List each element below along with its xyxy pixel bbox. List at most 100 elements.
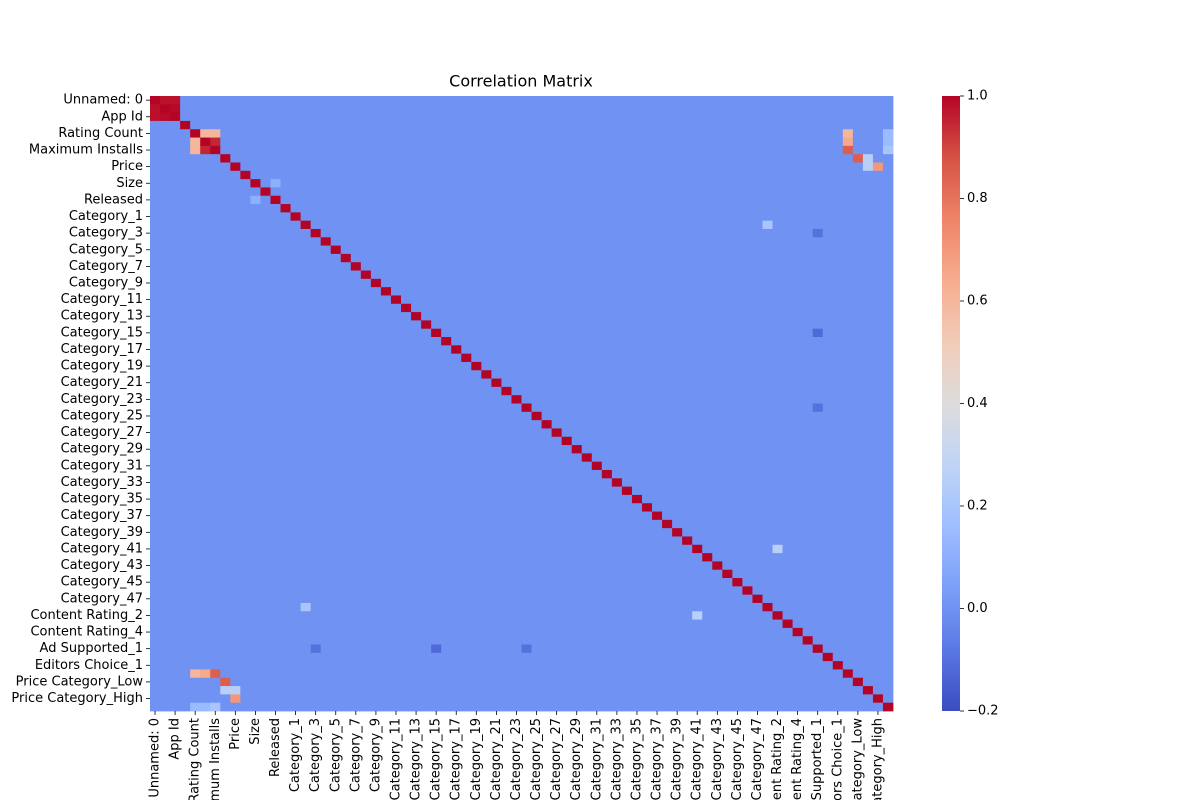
heatmap-cell bbox=[330, 228, 342, 238]
heatmap-cell bbox=[511, 569, 522, 579]
heatmap-cell bbox=[360, 345, 372, 355]
heatmap-cell bbox=[511, 170, 522, 180]
heatmap-cell bbox=[360, 453, 372, 463]
heatmap-cell bbox=[842, 469, 854, 479]
heatmap-cell bbox=[190, 154, 201, 163]
heatmap-cell bbox=[812, 345, 824, 355]
heatmap-cell bbox=[431, 278, 442, 288]
heatmap-cell bbox=[370, 378, 382, 388]
heatmap-cell bbox=[501, 403, 512, 413]
heatmap-cell bbox=[310, 237, 322, 246]
heatmap-cell bbox=[511, 586, 522, 596]
heatmap-cell bbox=[631, 627, 643, 637]
heatmap-cell bbox=[390, 652, 402, 662]
heatmap-cell bbox=[742, 303, 753, 313]
heatmap-cell bbox=[210, 120, 221, 130]
heatmap-cell bbox=[882, 303, 894, 313]
heatmap-cell bbox=[411, 137, 422, 147]
heatmap-cell bbox=[250, 104, 261, 114]
heatmap-cell bbox=[421, 345, 432, 355]
heatmap-cell bbox=[481, 104, 492, 114]
heatmap-cell bbox=[220, 602, 231, 612]
heatmap-cell bbox=[481, 652, 492, 662]
heatmap-cell bbox=[561, 378, 573, 388]
heatmap-cell bbox=[330, 636, 342, 645]
heatmap-cell bbox=[421, 411, 432, 421]
heatmap-cell bbox=[220, 262, 231, 271]
heatmap-cell bbox=[782, 204, 793, 213]
heatmap-cell bbox=[340, 137, 352, 147]
heatmap-cell bbox=[862, 278, 874, 288]
heatmap-cell bbox=[561, 544, 573, 554]
heatmap-cell bbox=[290, 569, 302, 579]
heatmap-cell bbox=[320, 179, 332, 188]
heatmap-cell bbox=[491, 627, 502, 637]
heatmap-cell bbox=[631, 636, 643, 645]
heatmap-cell bbox=[260, 478, 271, 488]
heatmap-cell bbox=[401, 112, 412, 122]
heatmap-cell bbox=[390, 320, 402, 330]
heatmap-cell bbox=[421, 503, 432, 512]
heatmap-cell bbox=[692, 361, 703, 371]
heatmap-cell bbox=[672, 195, 683, 205]
heatmap-cell bbox=[762, 428, 773, 438]
heatmap-cell bbox=[390, 278, 402, 288]
heatmap-cell bbox=[200, 636, 211, 645]
heatmap-cell bbox=[631, 370, 643, 379]
heatmap-cell bbox=[471, 179, 482, 188]
heatmap-cell bbox=[330, 295, 342, 305]
heatmap-cell bbox=[852, 195, 864, 205]
heatmap-cell bbox=[370, 312, 382, 321]
heatmap-cell bbox=[481, 228, 492, 238]
heatmap-cell bbox=[511, 370, 522, 379]
heatmap-cell bbox=[471, 245, 482, 255]
heatmap-cell bbox=[300, 436, 312, 446]
heatmap-cell bbox=[441, 278, 452, 288]
heatmap-cell bbox=[762, 395, 773, 404]
heatmap-cell bbox=[451, 328, 462, 338]
heatmap-cell bbox=[180, 619, 191, 629]
heatmap-cell bbox=[581, 312, 593, 321]
heatmap-cell bbox=[581, 303, 593, 313]
heatmap-cell bbox=[652, 228, 663, 238]
heatmap-cell bbox=[722, 96, 733, 105]
heatmap-cell bbox=[782, 469, 793, 479]
heatmap-cell bbox=[842, 120, 854, 130]
heatmap-cell bbox=[431, 170, 442, 180]
heatmap-cell bbox=[842, 411, 854, 421]
heatmap-cell bbox=[702, 195, 713, 205]
heatmap-cell bbox=[390, 270, 402, 280]
heatmap-cell bbox=[742, 345, 753, 355]
heatmap-cell bbox=[220, 220, 231, 230]
heatmap-cell bbox=[220, 478, 231, 488]
heatmap-cell bbox=[872, 361, 884, 371]
heatmap-cell bbox=[280, 337, 291, 346]
heatmap-cell bbox=[601, 494, 613, 504]
heatmap-cell bbox=[742, 586, 753, 596]
heatmap-cell bbox=[762, 312, 773, 321]
heatmap-cell bbox=[682, 469, 693, 479]
heatmap-cell bbox=[390, 104, 402, 114]
heatmap-cell bbox=[722, 411, 733, 421]
heatmap-cell bbox=[380, 129, 392, 138]
heatmap-cell bbox=[300, 179, 312, 188]
heatmap-cell bbox=[872, 553, 884, 562]
heatmap-cell bbox=[511, 561, 522, 571]
heatmap-cell bbox=[772, 187, 783, 197]
heatmap-cell bbox=[290, 403, 302, 413]
heatmap-cell bbox=[270, 619, 281, 629]
heatmap-cell bbox=[210, 137, 221, 147]
heatmap-cell bbox=[511, 237, 522, 246]
heatmap-cell bbox=[722, 212, 733, 222]
heatmap-cell bbox=[340, 386, 352, 396]
heatmap-cell bbox=[832, 112, 844, 122]
heatmap-cell bbox=[280, 652, 291, 662]
heatmap-cell bbox=[401, 569, 412, 579]
heatmap-cell bbox=[150, 536, 161, 546]
heatmap-cell bbox=[792, 353, 804, 363]
heatmap-cell bbox=[300, 636, 312, 645]
heatmap-cell bbox=[862, 519, 874, 529]
heatmap-cell bbox=[200, 420, 211, 429]
heatmap-cell bbox=[551, 494, 563, 504]
heatmap-cell bbox=[501, 278, 512, 288]
